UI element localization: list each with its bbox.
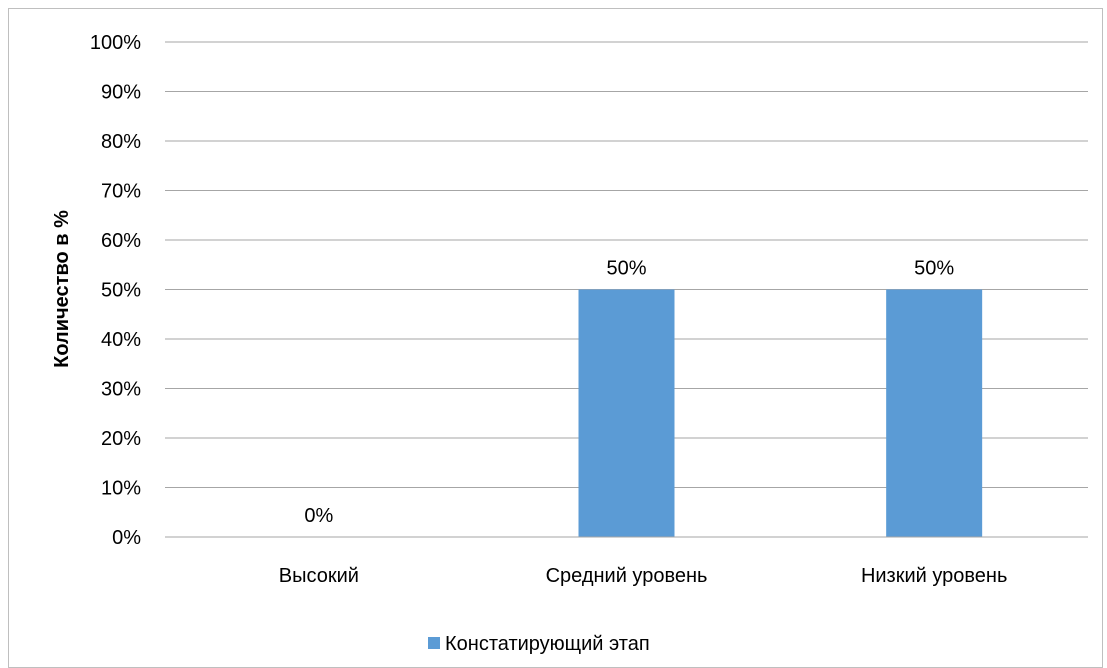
y-tick-label: 80% [101,131,141,153]
y-tick-label: 50% [101,280,141,302]
x-category-label: Средний уровень [546,565,708,587]
y-tick-label: 70% [101,181,141,203]
data-label: 50% [606,258,646,280]
y-axis-tick-labels: 0% 10% 20% 30% 40% 50% 60% 70% 80% 90% 100% [90,32,141,549]
y-tick-label: 90% [101,82,141,104]
x-axis-category-labels: Высокий Средний уровень Низкий уровень [279,565,1008,587]
legend-swatch [428,637,440,649]
bar [886,289,983,537]
legend-label: Констатирующий этап [445,633,650,655]
bars [578,289,983,537]
x-category-label: Высокий [279,565,359,587]
y-tick-label: 20% [101,428,141,450]
y-tick-label: 30% [101,379,141,401]
y-axis-title: Количество в % [51,210,73,368]
y-tick-label: 100% [90,32,141,54]
y-tick-label: 60% [101,230,141,252]
y-tick-label: 40% [101,329,141,351]
legend: Констатирующий этап [428,633,650,655]
x-category-label: Низкий уровень [861,565,1007,587]
y-tick-label: 10% [101,478,141,500]
y-tick-label: 0% [112,527,141,549]
data-labels: 0% 50% 50% [304,258,954,528]
data-label: 50% [914,258,954,280]
bar [578,289,675,537]
data-label: 0% [304,505,333,527]
